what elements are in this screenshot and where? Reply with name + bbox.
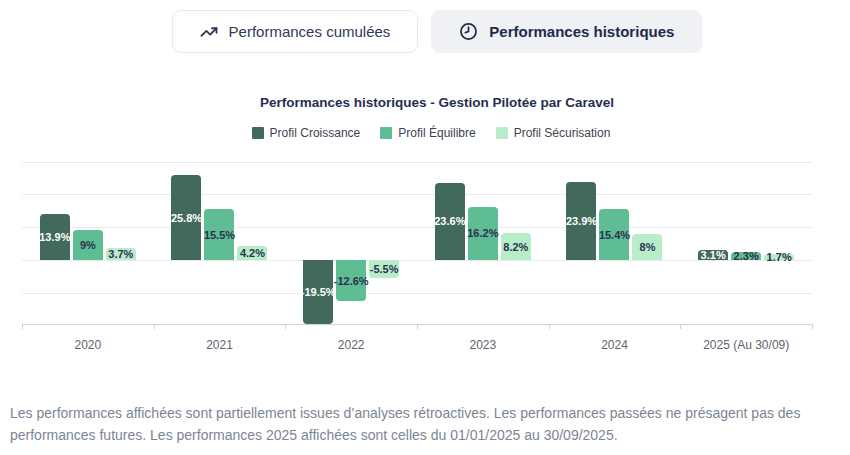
legend-item-profil-equilibre[interactable]: Profil Équilibre <box>380 126 475 140</box>
bar-value-label: 13.9% <box>39 231 70 243</box>
bar-group-2021: 25.8%15.5% 4.2% <box>154 155 286 324</box>
axis-tick <box>680 324 681 329</box>
bar-value-label: 9% <box>80 239 96 251</box>
bar-group-2020: 13.9% 9% 3.7% <box>22 155 154 324</box>
legend-swatch <box>380 127 392 139</box>
x-label-2024: 2024 <box>549 338 681 352</box>
bar-group-2024: 23.9%15.4% 8% <box>549 155 681 324</box>
page: Performances cumulées Performances histo… <box>0 0 850 455</box>
bar-value-label: 25.8% <box>171 212 202 224</box>
bar-value-label: -19.5% <box>301 286 336 298</box>
axis-tick <box>154 324 155 329</box>
bar-group-2025 (Au 30/09): 3.1% 2.3% 1.7% <box>680 155 812 324</box>
bar-value-label: -5.5% <box>370 263 399 275</box>
x-label-2021: 2021 <box>154 338 286 352</box>
legend-label: Profil Sécurisation <box>514 126 611 140</box>
legend-item-profil-securisation[interactable]: Profil Sécurisation <box>496 126 611 140</box>
clock-icon <box>459 22 478 41</box>
tab-performances-cumulees[interactable]: Performances cumulées <box>172 10 419 53</box>
legend-swatch <box>496 127 508 139</box>
x-label-2025: 2025 (Au 30/09) <box>680 338 812 352</box>
axis-tick <box>417 324 418 329</box>
axis-tick <box>812 324 813 329</box>
axis-tick <box>22 324 23 329</box>
axis-tick <box>549 324 550 329</box>
bar-value-label: 23.6% <box>434 215 465 227</box>
bar-value-label: 16.2% <box>467 227 498 239</box>
bar-value-label: 15.4% <box>599 229 630 241</box>
tab-label: Performances historiques <box>489 23 674 40</box>
bar-value-label: 23.9% <box>566 215 597 227</box>
disclaimer-text: Les performances affichées sont partiell… <box>10 402 834 446</box>
tab-label: Performances cumulées <box>229 23 391 40</box>
x-label-2022: 2022 <box>285 338 417 352</box>
bar-value-label: 2.3% <box>734 250 759 262</box>
bar-value-label: -12.6% <box>334 275 369 287</box>
axis-tick <box>285 324 286 329</box>
legend-label: Profil Équilibre <box>398 126 475 140</box>
legend-swatch <box>252 127 264 139</box>
trending-up-icon <box>200 23 218 41</box>
x-label-2020: 2020 <box>22 338 154 352</box>
bar-value-label: 4.2% <box>240 247 265 259</box>
view-tabs: Performances cumulées Performances histo… <box>12 10 850 53</box>
bar-value-label: 8% <box>640 241 656 253</box>
bar-group-2023: 23.6%16.2% 8.2% <box>417 155 549 324</box>
x-axis-labels: 2020 2021 2022 2023 2024 2025 (Au 30/09) <box>22 338 812 352</box>
bar-value-label: 8.2% <box>503 241 528 253</box>
legend-item-profil-croissance[interactable]: Profil Croissance <box>252 126 361 140</box>
legend-label: Profil Croissance <box>270 126 361 140</box>
bar-value-label: 15.5% <box>204 229 235 241</box>
bar-value-label: 1.7% <box>767 251 792 263</box>
bar-chart-plot: 13.9% 9% 3.7% 25.8%15.5% 4.2% -19.5%-12.6%-5.… <box>22 155 812 325</box>
bar-value-label: 3.7% <box>108 248 133 260</box>
chart-legend: Profil Croissance Profil Équilibre Profi… <box>6 126 850 140</box>
bar-group-2022: -19.5%-12.6%-5.5% <box>285 155 417 324</box>
bar-value-label: 3.1% <box>701 249 726 261</box>
tab-performances-historiques[interactable]: Performances historiques <box>431 10 702 53</box>
chart-title: Performances historiques - Gestion Pilot… <box>12 95 850 110</box>
x-label-2023: 2023 <box>417 338 549 352</box>
